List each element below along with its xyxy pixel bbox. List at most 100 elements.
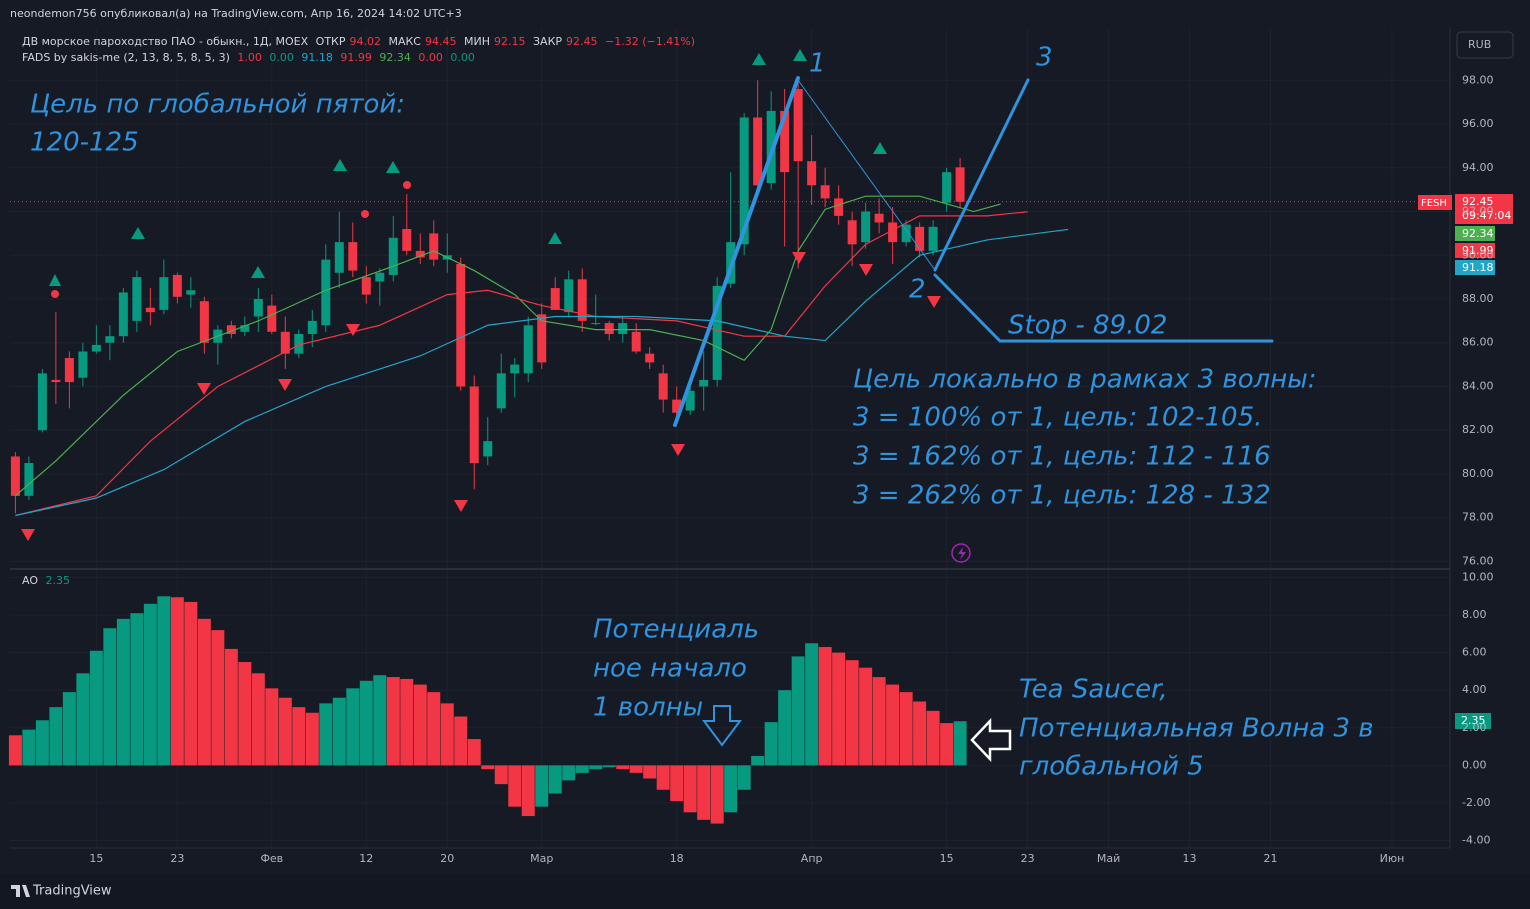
candle-body xyxy=(172,274,182,297)
x-tick-label: 20 xyxy=(440,852,454,865)
candle-body xyxy=(415,250,425,258)
ao-bar xyxy=(319,703,333,766)
y-tick-label: 6.00 xyxy=(1462,646,1487,659)
candle-body xyxy=(861,211,871,243)
ao-bar xyxy=(643,765,657,779)
ao-bar xyxy=(683,765,697,813)
countdown: 09:47:04 xyxy=(1462,209,1511,222)
moving-average xyxy=(15,195,1001,497)
high-label: МАКС xyxy=(388,35,421,48)
event-icon[interactable] xyxy=(951,543,971,563)
candle-body xyxy=(496,373,506,409)
annotation: Цель локально в рамках 3 волны: xyxy=(853,365,1317,395)
wave-label: 2 xyxy=(909,275,926,305)
candle-body xyxy=(199,301,209,343)
candle-body xyxy=(321,259,331,326)
y-tick-label: 84.00 xyxy=(1462,379,1494,392)
ao-bar xyxy=(697,765,711,820)
ao-bar xyxy=(89,650,103,766)
y-tick-label: 90.00 xyxy=(1462,248,1494,261)
ao-bar xyxy=(143,603,157,766)
candle-body xyxy=(915,226,925,251)
annotation: 3 = 100% от 1, цель: 102-105. xyxy=(853,403,1262,433)
ao-title: AO xyxy=(22,574,38,587)
candle-body xyxy=(280,331,290,354)
ao-bar xyxy=(130,613,144,766)
ao-bar xyxy=(332,697,346,766)
y-tick-label: 88.00 xyxy=(1462,292,1494,305)
candle-body xyxy=(186,290,196,295)
candle-body xyxy=(699,379,709,387)
author-line: neondemon756 опубликовал(а) на TradingVi… xyxy=(10,7,462,20)
candle-body xyxy=(348,242,358,271)
ao-bar xyxy=(197,618,211,766)
wave-label: 3 xyxy=(1036,43,1053,73)
ao-bar xyxy=(926,710,940,766)
x-tick-label: 12 xyxy=(359,852,373,865)
ao-bar xyxy=(832,652,846,766)
annotation: Stop - 89.02 xyxy=(1008,311,1167,341)
pointer-arrow xyxy=(970,717,1012,763)
ao-bar xyxy=(467,739,481,766)
ao-bar xyxy=(76,673,90,766)
low-value: 92.15 xyxy=(494,35,526,48)
open-label: ОТКР xyxy=(316,35,346,48)
annotation: Потенциаль xyxy=(593,615,759,645)
ao-bar xyxy=(413,684,427,766)
candle-body xyxy=(226,325,236,334)
annotation: глобальной 5 xyxy=(1019,752,1204,782)
candle-body xyxy=(807,161,817,186)
candle-body xyxy=(91,344,101,352)
candle-body xyxy=(361,277,371,295)
close-label: ЗАКР xyxy=(533,35,562,48)
ao-bar xyxy=(859,667,873,766)
ticker-tag xyxy=(1418,195,1452,210)
indicator-value: 91.99 xyxy=(340,51,372,64)
indicator-value: 91.18 xyxy=(301,51,333,64)
candle-body xyxy=(955,167,965,202)
ao-bar xyxy=(670,765,684,802)
ticker: FESH xyxy=(1421,198,1447,209)
candle-body xyxy=(145,307,155,313)
currency-button[interactable] xyxy=(1456,31,1514,59)
ao-bar xyxy=(521,765,535,817)
event-icon-bolt xyxy=(958,547,966,560)
wave-drawing xyxy=(673,76,1274,747)
ao-bar xyxy=(791,656,805,766)
ao-bar xyxy=(764,722,778,766)
candle-body xyxy=(334,242,344,273)
candle-body xyxy=(64,358,74,383)
candle-body xyxy=(780,110,790,173)
candle-body xyxy=(753,117,763,186)
ao-value: 2.35 xyxy=(46,574,71,587)
moving-average xyxy=(15,228,1069,517)
candle-body xyxy=(253,299,263,317)
high-value: 94.45 xyxy=(425,35,457,48)
annotation: Цель по глобальной пятой: xyxy=(30,90,405,120)
ao-bar xyxy=(899,692,913,766)
candle-body xyxy=(834,198,844,216)
ao-bar xyxy=(35,720,49,766)
candle-body xyxy=(10,456,20,496)
candle-body xyxy=(132,277,142,321)
y-tick-label: 86.00 xyxy=(1462,336,1494,349)
x-tick-label: Май xyxy=(1097,852,1120,865)
candle-body xyxy=(618,323,628,334)
x-tick-label: 23 xyxy=(1021,852,1035,865)
ao-bar xyxy=(278,697,292,766)
candle-body xyxy=(564,279,574,313)
candle-body xyxy=(942,172,952,203)
ao-bar xyxy=(724,765,738,813)
ao-bar xyxy=(454,716,468,766)
y-tick-label: 96.00 xyxy=(1462,117,1494,130)
ao-bar xyxy=(535,765,549,807)
candle-body xyxy=(307,320,317,334)
candle-body xyxy=(901,224,911,243)
ao-bar xyxy=(913,701,927,766)
ao-bar xyxy=(22,729,36,766)
candle-body xyxy=(24,463,34,496)
ao-bar xyxy=(211,630,225,766)
candle-body xyxy=(645,353,655,363)
